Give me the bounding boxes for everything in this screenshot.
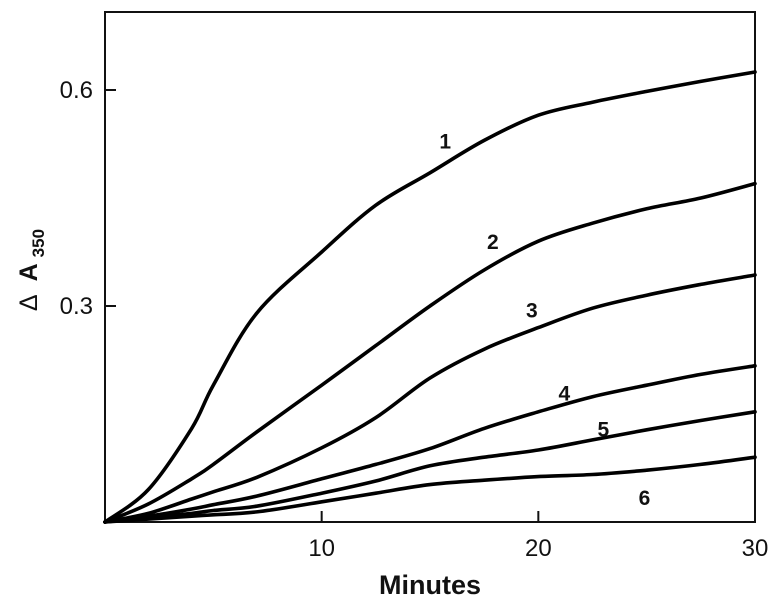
y-axis-title-subscript: 350 xyxy=(29,229,48,257)
x-axis-title: Minutes xyxy=(379,570,481,600)
plot-frame xyxy=(104,11,756,523)
curve-1 xyxy=(103,70,757,524)
y-axis-title-main: A xyxy=(15,263,43,281)
curve-3 xyxy=(103,273,757,524)
y-tick-label: 0.6 xyxy=(60,77,93,104)
x-tick-label: 30 xyxy=(742,535,769,562)
plot-area-border xyxy=(104,11,756,523)
curve-label-4: 4 xyxy=(558,382,570,405)
curve-label-3: 3 xyxy=(526,300,538,323)
y-axis-ticks: 0.3 0.6 xyxy=(60,77,116,320)
y-tick-label: 0.3 xyxy=(60,293,93,320)
x-axis-ticks: 10 20 30 xyxy=(308,511,768,562)
curve-label-2: 2 xyxy=(487,231,499,254)
curve-5 xyxy=(103,410,757,524)
y-axis-title: Δ A 350 xyxy=(15,229,48,311)
curve-labels: 1 2 3 4 5 6 xyxy=(439,130,650,509)
curve-4 xyxy=(103,364,757,524)
delta-symbol: Δ xyxy=(15,294,43,311)
curve-label-5: 5 xyxy=(597,418,609,441)
x-tick-label: 10 xyxy=(308,535,335,562)
curve-2 xyxy=(103,181,757,524)
curve-label-1: 1 xyxy=(439,130,451,153)
curves xyxy=(103,70,757,524)
curve-label-6: 6 xyxy=(639,487,651,510)
x-tick-label: 20 xyxy=(525,535,552,562)
curve-6 xyxy=(103,455,757,524)
svg-text:Δ A 350: Δ A 350 xyxy=(15,229,48,311)
